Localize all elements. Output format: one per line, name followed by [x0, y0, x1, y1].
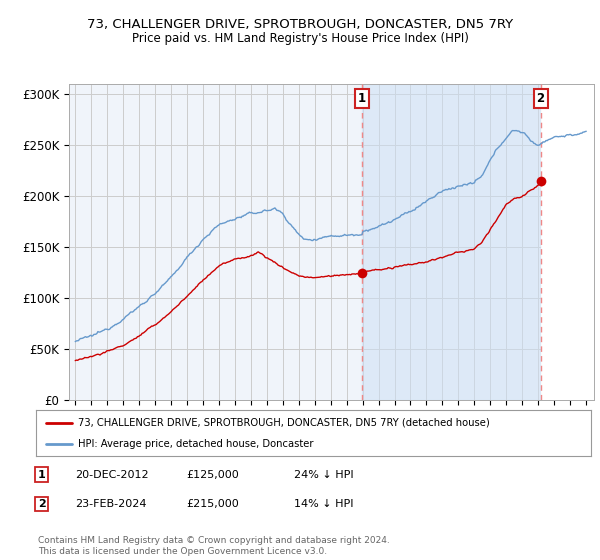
Bar — [541, 84, 594, 400]
Text: 73, CHALLENGER DRIVE, SPROTBROUGH, DONCASTER, DN5 7RY (detached house): 73, CHALLENGER DRIVE, SPROTBROUGH, DONCA… — [77, 418, 490, 428]
Text: 2: 2 — [536, 92, 545, 105]
Text: 73, CHALLENGER DRIVE, SPROTBROUGH, DONCASTER, DN5 7RY: 73, CHALLENGER DRIVE, SPROTBROUGH, DONCA… — [87, 18, 513, 31]
Text: £125,000: £125,000 — [186, 470, 239, 480]
Text: 24% ↓ HPI: 24% ↓ HPI — [294, 470, 353, 480]
Text: 2: 2 — [38, 499, 46, 509]
Text: Price paid vs. HM Land Registry's House Price Index (HPI): Price paid vs. HM Land Registry's House … — [131, 32, 469, 45]
Text: 1: 1 — [358, 92, 366, 105]
Text: £215,000: £215,000 — [186, 499, 239, 509]
Text: 20-DEC-2012: 20-DEC-2012 — [75, 470, 149, 480]
Text: Contains HM Land Registry data © Crown copyright and database right 2024.
This d: Contains HM Land Registry data © Crown c… — [38, 536, 389, 556]
Text: HPI: Average price, detached house, Doncaster: HPI: Average price, detached house, Donc… — [77, 439, 313, 449]
Bar — [362, 84, 541, 400]
Text: 23-FEB-2024: 23-FEB-2024 — [75, 499, 146, 509]
Text: 1: 1 — [38, 470, 46, 480]
Text: 14% ↓ HPI: 14% ↓ HPI — [294, 499, 353, 509]
